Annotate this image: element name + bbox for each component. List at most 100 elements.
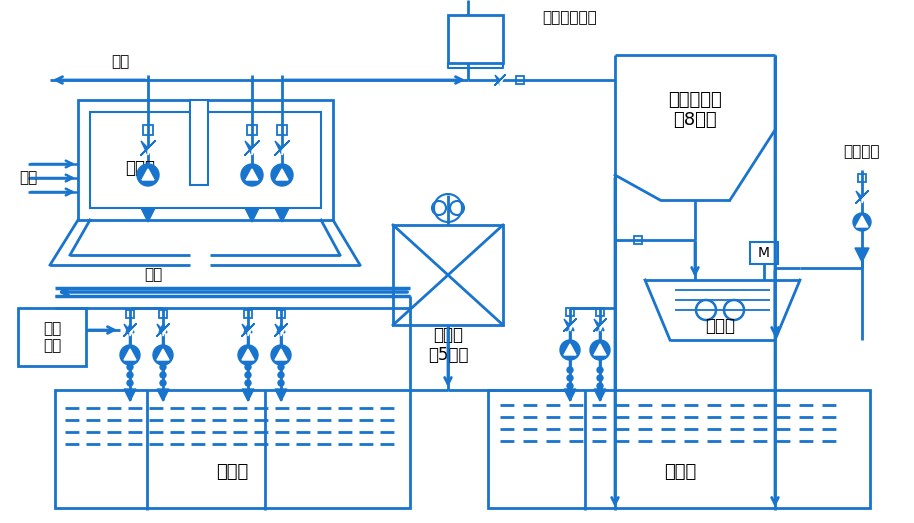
Polygon shape <box>570 319 576 331</box>
Polygon shape <box>141 208 155 222</box>
Polygon shape <box>242 324 248 336</box>
Circle shape <box>278 372 284 378</box>
Text: M: M <box>758 246 770 260</box>
Polygon shape <box>564 389 576 401</box>
Polygon shape <box>594 389 606 401</box>
Circle shape <box>278 380 284 386</box>
Bar <box>55 390 410 508</box>
Polygon shape <box>594 344 606 355</box>
Polygon shape <box>600 319 606 331</box>
Bar <box>393 225 503 325</box>
Polygon shape <box>500 75 505 85</box>
Circle shape <box>245 380 251 386</box>
Circle shape <box>590 340 610 360</box>
Bar <box>90 112 321 208</box>
Polygon shape <box>242 389 254 401</box>
Polygon shape <box>856 216 868 227</box>
Circle shape <box>597 383 603 389</box>
Polygon shape <box>124 389 136 401</box>
Polygon shape <box>495 75 500 85</box>
Bar <box>516 76 524 84</box>
Circle shape <box>120 345 140 365</box>
Text: 污泥處理: 污泥處理 <box>844 144 880 160</box>
Text: 渦流池: 渦流池 <box>125 159 155 177</box>
Bar <box>277 125 287 135</box>
Polygon shape <box>594 319 600 331</box>
Text: 污泥池: 污泥池 <box>705 317 735 335</box>
Polygon shape <box>281 324 287 336</box>
Polygon shape <box>275 208 289 222</box>
Text: 冷卻塔
（5台）: 冷卻塔 （5台） <box>428 326 468 365</box>
Polygon shape <box>245 141 252 155</box>
Text: 自動加藥裝置: 自動加藥裝置 <box>543 10 598 26</box>
Polygon shape <box>157 389 169 401</box>
Polygon shape <box>275 324 281 336</box>
Bar <box>750 242 778 264</box>
Bar <box>244 310 252 318</box>
Bar <box>143 125 153 135</box>
Polygon shape <box>157 349 169 360</box>
Bar <box>448 15 503 63</box>
Bar <box>596 308 604 316</box>
Polygon shape <box>148 141 155 155</box>
Polygon shape <box>248 324 254 336</box>
Circle shape <box>127 364 133 370</box>
Polygon shape <box>124 324 130 336</box>
Circle shape <box>160 364 166 370</box>
Polygon shape <box>855 248 869 262</box>
Circle shape <box>238 345 258 365</box>
Circle shape <box>567 375 573 381</box>
Text: 冷水池: 冷水池 <box>216 463 248 481</box>
Circle shape <box>137 164 159 186</box>
Polygon shape <box>130 324 136 336</box>
Bar <box>78 100 333 220</box>
Circle shape <box>597 367 603 373</box>
Polygon shape <box>246 169 258 180</box>
Bar <box>488 390 870 508</box>
Circle shape <box>127 372 133 378</box>
Polygon shape <box>282 141 289 155</box>
Bar <box>566 308 574 316</box>
Polygon shape <box>157 324 163 336</box>
Circle shape <box>567 367 573 373</box>
Polygon shape <box>124 349 136 360</box>
Circle shape <box>271 164 293 186</box>
Bar <box>634 236 642 244</box>
Circle shape <box>241 164 263 186</box>
Polygon shape <box>275 349 287 360</box>
Bar <box>190 100 208 185</box>
Polygon shape <box>242 349 254 360</box>
Bar <box>18 308 86 366</box>
Circle shape <box>160 380 166 386</box>
Polygon shape <box>275 141 282 155</box>
Text: 熱水池: 熱水池 <box>664 463 696 481</box>
Text: 污水: 污水 <box>19 170 37 186</box>
Text: 冲渣: 冲渣 <box>111 54 129 70</box>
Text: 化學除油器
（8台）: 化學除油器 （8台） <box>668 90 722 129</box>
Circle shape <box>853 213 871 231</box>
Bar <box>159 310 167 318</box>
Polygon shape <box>856 191 862 203</box>
Bar <box>858 174 866 182</box>
Circle shape <box>560 340 580 360</box>
Text: 用戶: 用戶 <box>143 267 162 282</box>
Polygon shape <box>276 169 288 180</box>
Circle shape <box>278 364 284 370</box>
Bar <box>277 310 285 318</box>
Circle shape <box>245 372 251 378</box>
Circle shape <box>153 345 173 365</box>
Bar <box>247 125 257 135</box>
Text: 補水
系統: 補水 系統 <box>43 321 61 353</box>
Bar <box>126 310 134 318</box>
Polygon shape <box>252 141 259 155</box>
Circle shape <box>567 383 573 389</box>
Polygon shape <box>275 389 287 401</box>
Polygon shape <box>564 344 576 355</box>
Polygon shape <box>141 141 148 155</box>
Circle shape <box>597 375 603 381</box>
Circle shape <box>271 345 291 365</box>
Polygon shape <box>245 208 259 222</box>
Polygon shape <box>142 169 154 180</box>
Polygon shape <box>862 191 868 203</box>
Circle shape <box>127 380 133 386</box>
